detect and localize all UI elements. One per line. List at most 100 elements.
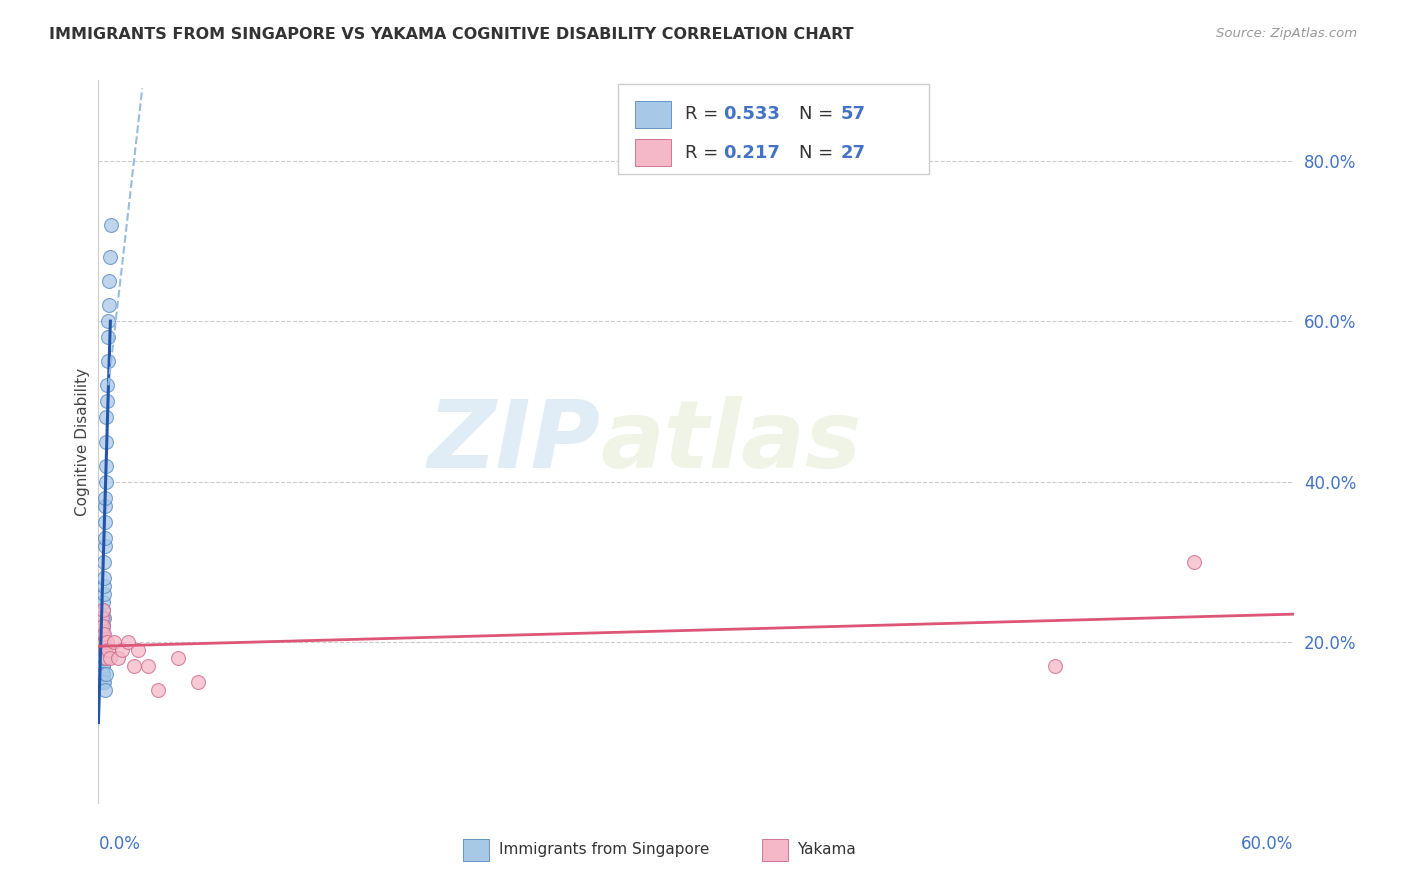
Point [93,587,115,601]
Point [93,619,115,633]
Point [91,659,114,673]
Point [91,619,114,633]
Point [96,635,118,649]
Point [93,675,115,690]
Point [94,643,117,657]
Point [89,627,111,641]
Point [93,635,115,649]
Y-axis label: Cognitive Disability: Cognitive Disability [75,368,90,516]
Point [127,643,149,657]
Bar [636,101,671,128]
Point [89,635,111,649]
Point [94,458,117,473]
Bar [636,139,671,166]
Point [93,651,115,665]
Point [91,659,114,673]
Point [124,659,146,673]
Bar [762,838,787,861]
Text: N =: N = [799,144,839,161]
Point [98,250,122,264]
Point [91,667,114,681]
Point [91,603,114,617]
Point [91,643,114,657]
Point [91,667,114,681]
Point [91,627,114,641]
Point [93,571,115,585]
Point [93,579,115,593]
Point [94,499,117,513]
Point [91,627,114,641]
Point [90,635,112,649]
Text: N =: N = [799,105,839,123]
Point [97,643,120,657]
Bar [463,838,489,861]
Point [90,627,112,641]
Point [96,651,118,665]
Point [97,330,120,344]
Text: 27: 27 [841,144,866,161]
Point [90,611,112,625]
Point [98,651,122,665]
Point [94,515,117,529]
Point [91,675,114,690]
Point [91,635,114,649]
Point [93,627,115,641]
Point [91,651,114,665]
Point [97,298,120,312]
Text: Yakama: Yakama [797,842,856,857]
Point [97,314,120,328]
Point [94,475,117,489]
Point [96,378,118,392]
Text: Source: ZipAtlas.com: Source: ZipAtlas.com [1216,27,1357,40]
Point [91,659,114,673]
Point [89,635,111,649]
Point [90,627,112,641]
Point [91,603,114,617]
Text: atlas: atlas [600,395,862,488]
Point [89,627,111,641]
Point [96,394,118,409]
Point [111,643,134,657]
Point [91,643,114,657]
Point [93,555,115,569]
Point [107,651,129,665]
Point [1182,555,1205,569]
Point [91,635,114,649]
Text: ZIP: ZIP [427,395,600,488]
Point [100,218,122,232]
Point [93,619,115,633]
Point [94,683,117,698]
Point [94,434,117,449]
Point [96,410,118,425]
Text: 57: 57 [841,105,866,123]
Point [91,611,114,625]
Point [91,635,114,649]
Point [90,619,112,633]
Point [93,611,115,625]
Point [1043,659,1066,673]
Point [93,667,115,681]
Point [93,595,115,609]
Point [89,643,111,657]
Point [91,611,114,625]
Point [91,627,114,641]
Point [94,491,117,505]
Point [91,619,114,633]
Point [98,274,121,288]
Text: R =: R = [685,105,724,123]
Text: 60.0%: 60.0% [1241,835,1294,854]
Text: Immigrants from Singapore: Immigrants from Singapore [499,842,709,857]
Text: 0.533: 0.533 [724,105,780,123]
Point [94,667,117,681]
Point [117,635,139,649]
Point [103,635,125,649]
Point [93,539,115,553]
Text: 0.217: 0.217 [724,144,780,161]
Point [148,683,170,698]
Point [91,627,114,641]
Text: IMMIGRANTS FROM SINGAPORE VS YAKAMA COGNITIVE DISABILITY CORRELATION CHART: IMMIGRANTS FROM SINGAPORE VS YAKAMA COGN… [49,27,853,42]
Point [167,651,190,665]
Point [136,659,159,673]
Point [97,354,120,368]
Point [187,675,209,690]
